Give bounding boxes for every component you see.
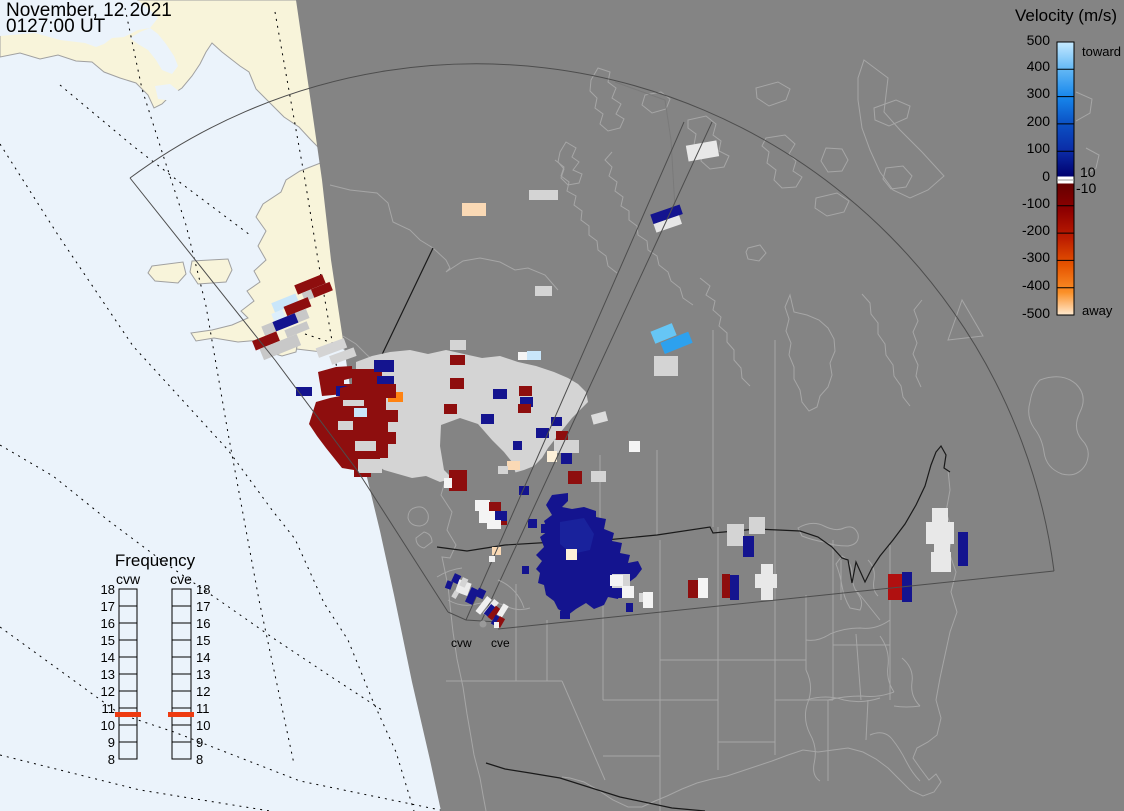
svg-text:400: 400 — [1027, 58, 1051, 74]
svg-text:-200: -200 — [1022, 222, 1050, 238]
svg-text:0: 0 — [1042, 168, 1050, 184]
svg-text:-400: -400 — [1022, 277, 1050, 293]
svg-text:cve: cve — [491, 636, 510, 650]
svg-text:17: 17 — [196, 599, 210, 614]
svg-text:toward: toward — [1082, 44, 1121, 59]
svg-text:18: 18 — [101, 582, 115, 597]
svg-text:11: 11 — [196, 701, 210, 716]
svg-text:15: 15 — [196, 633, 210, 648]
svg-text:12: 12 — [196, 684, 210, 699]
svg-text:300: 300 — [1027, 85, 1051, 101]
svg-text:away: away — [1082, 303, 1113, 318]
svg-text:-10: -10 — [1076, 180, 1096, 196]
svg-text:cve: cve — [170, 571, 192, 587]
svg-text:0127:00 UT: 0127:00 UT — [6, 16, 106, 37]
svg-text:9: 9 — [196, 735, 203, 750]
svg-text:8: 8 — [196, 752, 203, 767]
svg-text:14: 14 — [196, 650, 210, 665]
svg-text:13: 13 — [101, 667, 115, 682]
svg-text:9: 9 — [108, 735, 115, 750]
svg-text:12: 12 — [101, 684, 115, 699]
svg-text:cvw: cvw — [451, 636, 472, 650]
svg-text:10: 10 — [196, 718, 210, 733]
svg-text:-500: -500 — [1022, 305, 1050, 321]
svg-text:November, 12 2021: November, 12 2021 — [6, 0, 172, 21]
svg-text:18: 18 — [196, 582, 210, 597]
svg-text:14: 14 — [101, 650, 115, 665]
svg-text:-100: -100 — [1022, 195, 1050, 211]
svg-text:10: 10 — [101, 718, 115, 733]
svg-text:13: 13 — [196, 667, 210, 682]
svg-text:500: 500 — [1027, 32, 1051, 48]
svg-text:cvw: cvw — [116, 571, 141, 587]
svg-text:15: 15 — [101, 633, 115, 648]
svg-text:200: 200 — [1027, 113, 1051, 129]
svg-text:17: 17 — [101, 599, 115, 614]
svg-text:Frequency: Frequency — [115, 551, 196, 570]
svg-text:Velocity (m/s): Velocity (m/s) — [1015, 6, 1117, 25]
svg-text:8: 8 — [108, 752, 115, 767]
svg-text:16: 16 — [196, 616, 210, 631]
svg-text:16: 16 — [101, 616, 115, 631]
svg-text:10: 10 — [1080, 164, 1096, 180]
svg-text:100: 100 — [1027, 140, 1051, 156]
svg-text:11: 11 — [102, 701, 116, 716]
svg-text:-300: -300 — [1022, 249, 1050, 265]
